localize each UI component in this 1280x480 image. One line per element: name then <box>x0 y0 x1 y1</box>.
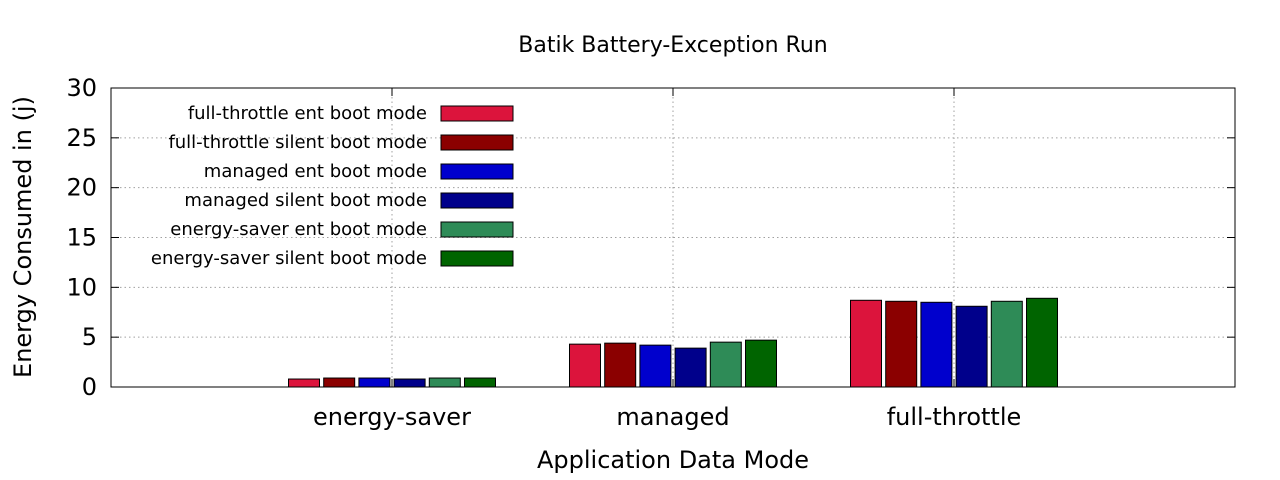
bar <box>745 339 777 388</box>
bar <box>288 378 320 388</box>
bar <box>358 377 391 388</box>
legend-label: energy-saver silent boot mode <box>151 248 427 269</box>
bar <box>1026 297 1058 388</box>
bar <box>955 305 988 388</box>
legend-swatch <box>440 221 514 238</box>
y-tick-label: 30 <box>66 74 97 102</box>
legend-swatch <box>440 105 514 122</box>
legend-swatch <box>440 134 514 151</box>
bar <box>850 299 882 388</box>
bar <box>709 341 742 388</box>
legend: full-throttle ent boot mode full-throttle… <box>151 103 514 269</box>
legend-label: full-throttle ent boot mode <box>188 103 427 124</box>
x-axis-label: Application Data Mode <box>537 446 809 474</box>
legend-swatch <box>440 192 514 209</box>
bar <box>428 377 461 388</box>
y-tick-label: 20 <box>66 174 97 202</box>
y-tick-label: 15 <box>66 224 97 252</box>
bar <box>604 342 637 388</box>
y-tick-label: 10 <box>66 273 97 301</box>
y-axis-label: Energy Consumed in (j) <box>9 96 37 378</box>
bar <box>393 378 426 388</box>
legend-label: managed ent boot mode <box>204 161 427 182</box>
legend-swatch <box>440 250 514 267</box>
legend-label: energy-saver ent boot mode <box>170 219 427 240</box>
bar <box>885 300 918 388</box>
y-tick-label: 0 <box>82 373 97 401</box>
ticks-layer: 0 5 10 15 20 25 30 energy-saver managed full-thro… <box>66 74 1235 431</box>
bar <box>569 343 601 388</box>
bar <box>464 377 496 388</box>
legend-label: managed silent boot mode <box>184 190 427 211</box>
chart-title: Batik Battery-Exception Run <box>518 33 827 58</box>
bars-layer <box>288 297 1058 388</box>
y-tick-label: 25 <box>66 124 97 152</box>
x-tick-label: managed <box>616 403 729 431</box>
y-tick-label: 5 <box>82 323 97 351</box>
x-tick-label: energy-saver <box>313 403 471 431</box>
bar <box>323 377 356 388</box>
bar <box>990 300 1023 388</box>
legend-label: full-throttle silent boot mode <box>168 132 427 153</box>
bar <box>674 347 707 388</box>
bar <box>639 344 672 388</box>
x-tick-label: full-throttle <box>887 403 1022 431</box>
legend-swatch <box>440 163 514 180</box>
bar <box>920 301 953 388</box>
